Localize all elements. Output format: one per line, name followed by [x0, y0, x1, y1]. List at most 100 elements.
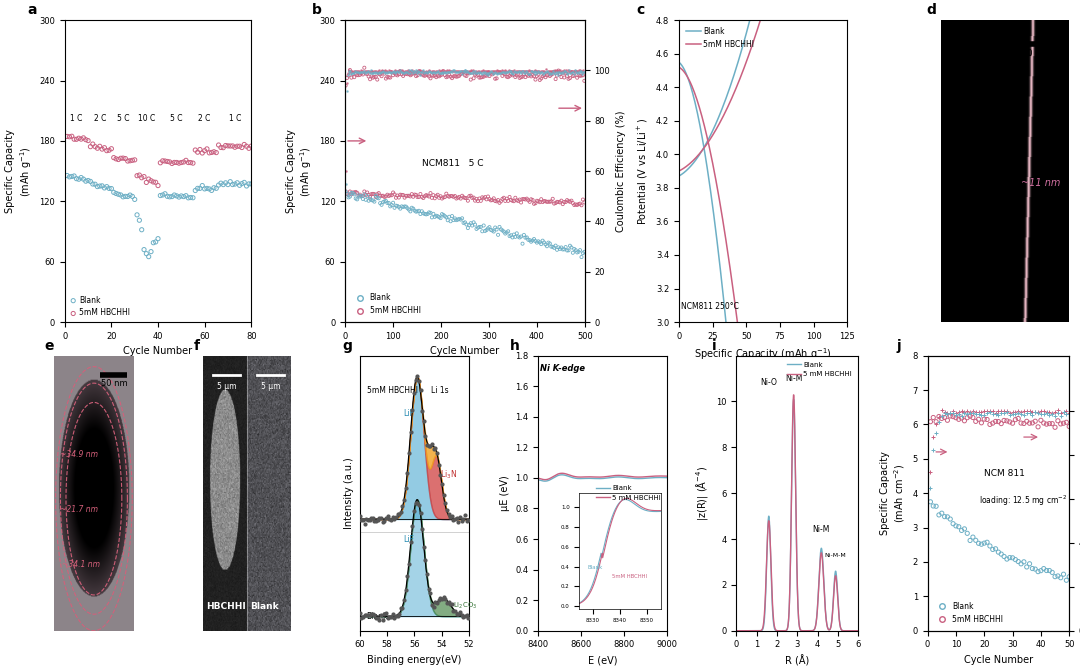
5mM HBCHHI — [117, 153, 134, 164]
Blank — [213, 178, 230, 189]
Point — [540, 68, 557, 79]
Point — [518, 232, 536, 243]
Point — [540, 197, 557, 207]
5mM HBCHHI — [77, 134, 94, 145]
Point — [353, 514, 370, 525]
Point — [393, 189, 410, 200]
Point — [410, 500, 428, 511]
Point — [967, 407, 984, 418]
Point — [421, 65, 438, 76]
5 mM HBCHHI — [531, 474, 544, 482]
Point — [525, 199, 542, 209]
Point — [404, 521, 421, 531]
Point — [434, 66, 451, 77]
Point — [376, 609, 393, 620]
Point — [485, 226, 502, 237]
Point — [460, 515, 477, 525]
Point — [465, 73, 483, 84]
5mM HBCHHI — [66, 134, 83, 144]
Point — [414, 206, 431, 217]
Point — [420, 191, 437, 202]
Point — [521, 66, 538, 76]
Point — [376, 66, 393, 77]
Point — [542, 66, 559, 76]
Point — [1043, 567, 1061, 578]
Point — [455, 611, 472, 622]
Point — [350, 65, 367, 76]
Point — [573, 69, 591, 80]
Point — [555, 66, 572, 76]
Point — [349, 70, 366, 81]
Point — [544, 193, 562, 204]
Point — [984, 409, 1001, 419]
Point — [423, 439, 441, 450]
Point — [470, 196, 487, 207]
Point — [463, 65, 481, 76]
Point — [411, 507, 429, 518]
Blank — [72, 172, 90, 183]
Point — [458, 609, 475, 620]
Point — [550, 65, 567, 76]
Point — [563, 195, 580, 206]
Point — [340, 66, 357, 76]
Point — [351, 67, 368, 78]
Point — [970, 414, 987, 425]
Point — [510, 67, 527, 78]
Point — [462, 191, 480, 201]
Point — [928, 419, 945, 429]
5mM HBCHHI — [126, 154, 144, 165]
Point — [507, 193, 524, 203]
Point — [382, 612, 400, 623]
Point — [350, 68, 367, 79]
Point — [394, 501, 411, 511]
Point — [532, 66, 550, 77]
Point — [365, 67, 382, 78]
Point — [363, 71, 380, 82]
Point — [454, 68, 471, 79]
Point — [427, 67, 444, 78]
Point — [399, 203, 416, 213]
Point — [476, 70, 494, 81]
Point — [517, 66, 535, 76]
Point — [472, 195, 489, 206]
Point — [364, 609, 381, 619]
Point — [360, 610, 377, 621]
Point — [924, 412, 942, 423]
Point — [497, 195, 514, 206]
Point — [566, 244, 583, 254]
Point — [454, 66, 471, 77]
5 mM HBCHHI — [540, 476, 553, 484]
Point — [518, 66, 536, 77]
Point — [521, 68, 538, 79]
Blank — [86, 179, 104, 190]
Point — [500, 65, 517, 76]
Point — [373, 513, 390, 523]
Point — [407, 65, 424, 76]
5mM HBCHHI — [107, 154, 124, 164]
Point — [462, 74, 480, 85]
Point — [377, 66, 394, 76]
Point — [444, 72, 461, 83]
Point — [449, 214, 467, 225]
Point — [1029, 407, 1047, 418]
Point — [414, 66, 431, 77]
Point — [367, 192, 384, 203]
Point — [998, 407, 1015, 417]
Point — [338, 189, 355, 199]
Point — [426, 66, 443, 76]
Point — [380, 612, 397, 623]
Point — [1055, 407, 1072, 417]
Point — [447, 66, 464, 76]
Point — [928, 501, 945, 511]
Point — [1027, 564, 1044, 574]
Point — [403, 66, 420, 76]
Point — [476, 66, 494, 77]
Point — [1032, 415, 1050, 425]
5mM HBCHHI — [121, 156, 138, 166]
Point — [391, 509, 408, 520]
Point — [355, 66, 373, 76]
Point — [544, 242, 562, 252]
5mM HBCHHI — [207, 147, 225, 158]
Point — [356, 67, 374, 78]
Point — [351, 191, 368, 202]
